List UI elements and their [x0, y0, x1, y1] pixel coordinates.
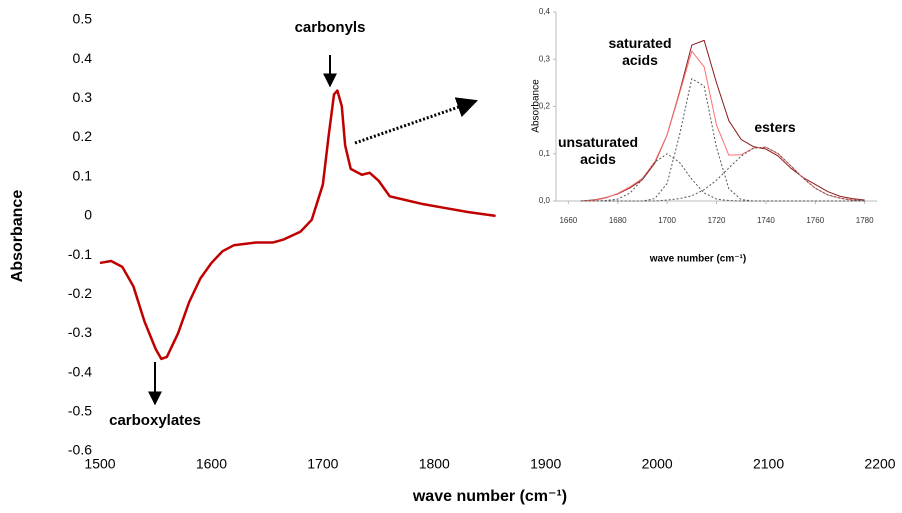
x-tick-label: 1600 [196, 456, 227, 472]
annotation: unsaturated acids [558, 134, 638, 167]
annotation-line: esters [754, 119, 795, 135]
annotation-line: acids [580, 151, 616, 167]
y-tick-label: -0.5 [68, 403, 92, 419]
x-tick-label: 2100 [753, 456, 784, 472]
x-tick-label: 1900 [530, 456, 561, 472]
x-tick-label: 2200 [864, 456, 895, 472]
x-tick-label: 2000 [642, 456, 673, 472]
y-tick-label: 0,2 [539, 102, 551, 111]
y-tick-label: 0.5 [73, 11, 93, 27]
dotted-arrow [354, 97, 478, 145]
y-axis-label: Absorbance [531, 79, 542, 133]
x-tick-label: 1720 [708, 216, 726, 225]
annotation: carboxylates [109, 412, 201, 429]
y-tick-label: 0,4 [539, 7, 551, 16]
y-tick-label: 0,1 [539, 149, 551, 158]
x-tick-label: 1680 [609, 216, 627, 225]
x-tick-label: 1660 [559, 216, 577, 225]
y-tick-label: 0,0 [539, 196, 551, 205]
y-tick-label: 0.3 [73, 89, 93, 105]
series-line [580, 146, 865, 202]
x-tick-label: 1760 [806, 216, 824, 225]
x-axis-label: wave number (cm⁻¹) [412, 488, 567, 505]
x-tick-label: 1740 [757, 216, 775, 225]
annotation: carbonyls [295, 19, 366, 36]
y-tick-label: -0.4 [68, 363, 92, 379]
annotation-line: acids [622, 52, 658, 68]
x-tick-label: 1700 [307, 456, 338, 472]
y-tick-label: -0.3 [68, 324, 92, 340]
annotation-line: carbonyls [295, 19, 366, 36]
annotation-line: saturated [608, 35, 671, 51]
annotation: saturated acids [608, 35, 671, 68]
y-tick-label: 0.2 [73, 128, 93, 144]
x-tick-label: 1700 [658, 216, 676, 225]
x-tick-label: 1800 [419, 456, 450, 472]
series-line [580, 153, 865, 202]
x-tick-label: 1500 [84, 456, 115, 472]
y-tick-label: 0 [84, 207, 92, 223]
y-tick-label: 0.1 [73, 167, 93, 183]
x-axis-label: wave number (cm⁻¹) [649, 254, 746, 265]
annotation-line: carboxylates [109, 412, 201, 429]
y-tick-label: 0,3 [539, 54, 551, 63]
series-line [580, 39, 865, 202]
series-line [99, 89, 496, 361]
series-line [580, 78, 865, 202]
series-line [580, 50, 865, 202]
y-tick-label: 0.4 [73, 50, 93, 66]
y-tick-label: -0.2 [68, 285, 92, 301]
x-tick-label: 1780 [856, 216, 874, 225]
y-tick-label: -0.6 [68, 442, 92, 458]
y-tick-label: -0.1 [68, 246, 92, 262]
annotation-line: unsaturated [558, 134, 638, 150]
y-axis-label: Absorbance [9, 190, 26, 283]
annotation: esters [754, 119, 795, 135]
